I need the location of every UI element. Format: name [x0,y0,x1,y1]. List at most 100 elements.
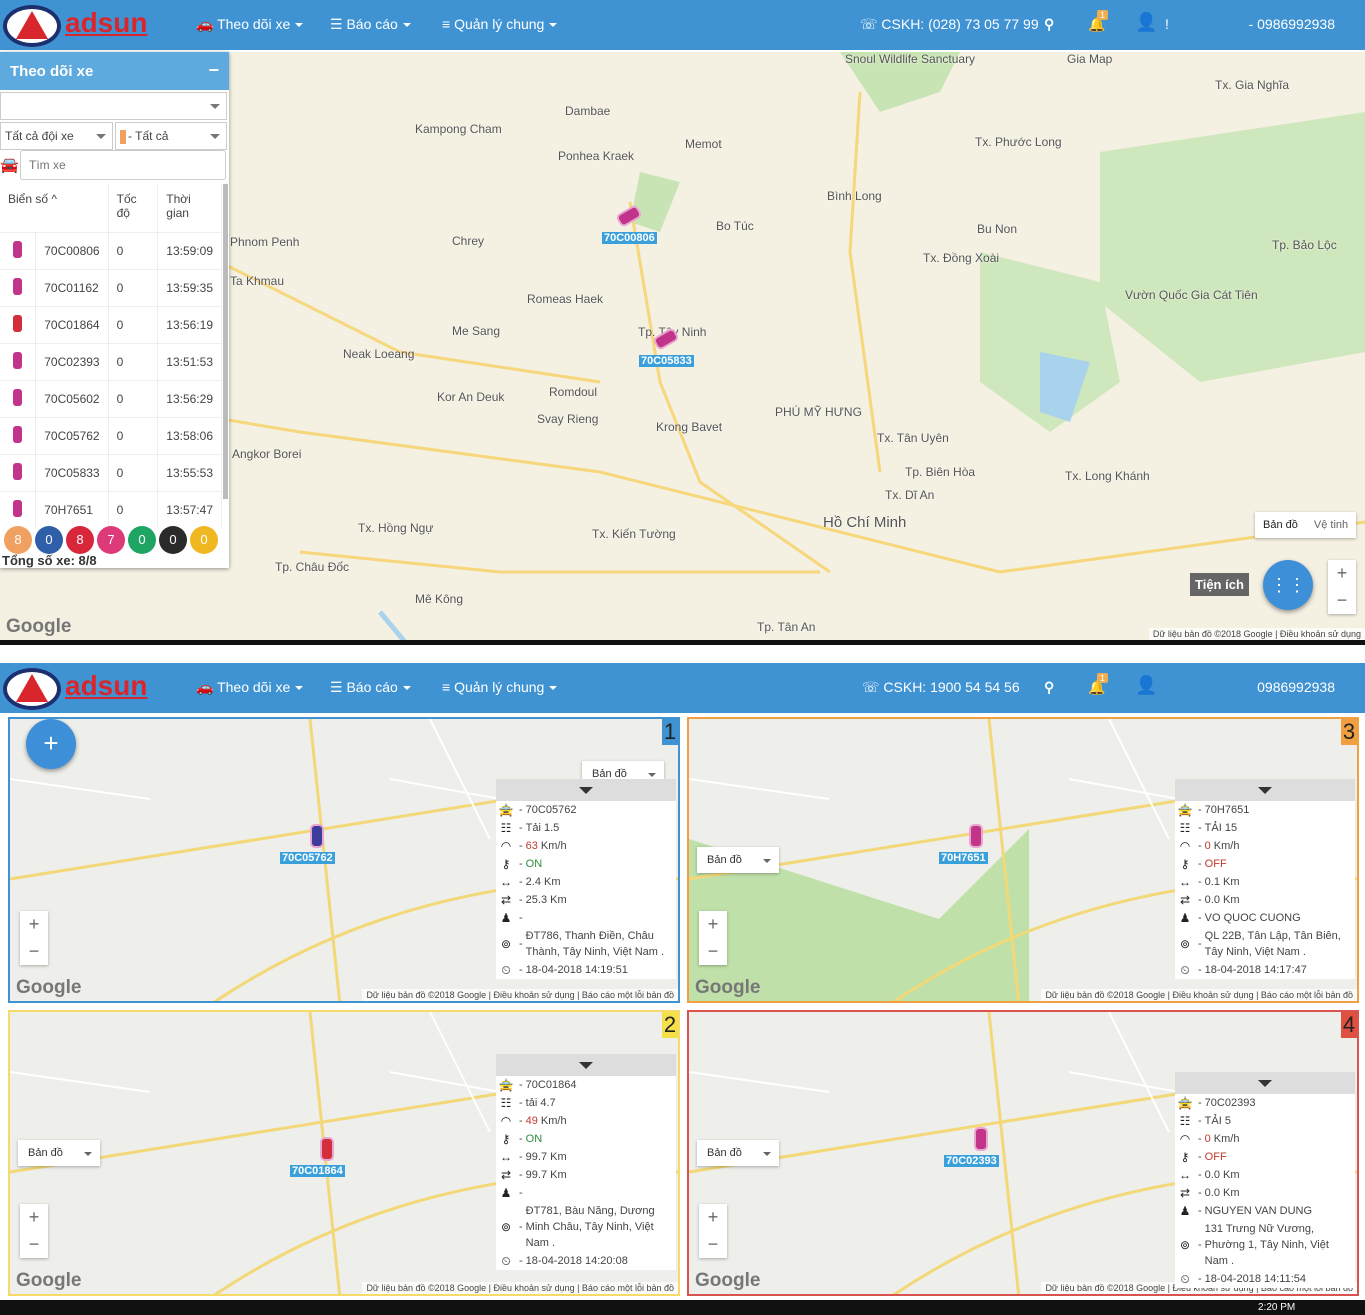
table-row[interactable]: 70C05833 0 13:55:53 [0,453,222,491]
hotline[interactable]: ☏ CSKH: 1900 54 54 56 [862,679,1020,696]
chevron-down-icon [763,859,771,863]
map-quadrant-3[interactable]: 3 70H7651 Bản đồ + − Google Dữ liệu bản đồ ©20… [687,717,1359,1003]
map-type-select[interactable]: Bản đồ [697,1140,779,1166]
map-attribution[interactable]: Dữ liệu bản đồ ©2018 Google | Điều khoản… [362,1282,678,1294]
zoom-in-button[interactable]: + [28,914,40,934]
zoom-in-button[interactable]: + [28,1207,40,1227]
table-row[interactable]: 70C00806 0 13:59:09 [0,231,222,269]
menu-tracking[interactable]: 🚗 Theo dõi xe [196,16,304,33]
vehicle-label[interactable]: 70C01864 [290,1165,345,1177]
menu-reports[interactable]: ☰ Báo cáo [330,16,411,33]
vehicle-label[interactable]: 70C05833 [639,355,694,367]
menu-reports[interactable]: ☰ Báo cáo [330,679,411,696]
map-quadrant-2[interactable]: 2 70C01864 Bản đồ + − Google Dữ liệu bản đồ ©2… [8,1010,680,1296]
info-row-time: ⏲ -18-04-2018 14:20:08 [496,1252,676,1270]
adsun-logo[interactable]: adsun [3,668,153,710]
menu-label: Theo dõi xe [217,16,291,32]
table-row[interactable]: 70C01162 0 13:59:35 [0,268,222,306]
table-row[interactable]: 70C01864 0 13:56:19 [0,305,222,343]
info-row-driver: ♟ - VO QUOC CUONG [1175,909,1355,927]
zoom-in-button[interactable]: + [1336,563,1348,583]
fleet-select[interactable]: Tất cả đội xe [0,122,113,150]
map-place-label: Krong Bavet [656,420,723,434]
sort-by-time[interactable]: Thời gian [157,184,222,232]
map-quadrant-1[interactable]: 1 70C05762 Bản đồ + − Google Dữ liệu bản đồ ©2… [8,717,680,1003]
company-select[interactable] [0,92,227,120]
search-icon[interactable]: ⚲ [1044,16,1055,32]
search-icon[interactable]: ⚲ [1044,679,1055,695]
map-type-select[interactable]: Bản đồ [18,1140,100,1166]
nav_bottom-navbar: adsun 🚗 Theo dõi xe ☰ Báo cáo ≡ Quản lý chu… [0,663,1365,713]
map-place-label: Bo Túc [716,219,754,233]
info-row-driver: ♟ - [496,1184,676,1202]
satellite-button[interactable]: Vệ tinh [1313,519,1349,531]
zoom-out-button[interactable]: − [1336,590,1348,610]
table-row[interactable]: 70C05762 0 13:58:06 [0,416,222,454]
map-attribution[interactable]: Dữ liệu bản đồ ©2018 Google | Điều khoản… [1148,628,1365,640]
info-address: ĐT781, Bàu Năng, Dương Minh Châu, Tây Ni… [525,1205,655,1249]
vehicle-label[interactable]: 70C05762 [280,852,335,864]
info-dist: 99.7 Km [525,1151,567,1163]
collapse-info-button[interactable] [496,1054,676,1076]
menu-management[interactable]: ≡ Quản lý chung [442,679,558,695]
zoom-out-button[interactable]: − [707,1234,719,1254]
zoom-in-button[interactable]: + [707,1207,719,1227]
map-place-label: Gia Map [1067,52,1113,66]
vehicle-label[interactable]: 70H7651 [939,852,988,864]
notification-bell[interactable]: 🔔 1 [1088,673,1109,696]
info-address: 131 Trưng Nữ Vương, Phường 1, Tây Ninh, … [1204,1223,1329,1267]
zoom-out-button[interactable]: − [707,941,719,961]
map-attribution[interactable]: Dữ liệu bản đồ ©2018 Google | Điều khoản… [362,989,678,1001]
map-place-label: Neak Loeang [343,347,415,361]
status-count-badge[interactable]: 7 [97,526,125,554]
map-attribution[interactable]: Dữ liệu bản đồ ©2018 Google | Điều khoản… [1041,989,1357,1001]
add-map-button[interactable]: + [26,719,76,769]
avatar[interactable]: 👤 [1135,12,1158,32]
sort-by-speed[interactable]: Tốc độ [108,184,159,232]
collapse-info-button[interactable] [1175,779,1355,801]
map-place-label: Tp. Biên Hòa [905,465,976,479]
grid-menu-button[interactable]: ⋮⋮ [1263,560,1313,610]
vehicle-marker[interactable] [969,824,983,848]
dash: - [519,858,523,870]
user-phone[interactable]: - 0986992938 [1248,16,1335,32]
hotline[interactable]: ☏ CSKH: (028) 73 05 77 99 [860,16,1039,33]
table-row[interactable]: 70C05602 0 13:56:29 [0,379,222,417]
status-count-badge[interactable]: 0 [35,526,63,554]
minimize-button[interactable]: − [208,60,219,80]
user-phone[interactable]: 0986992938 [1257,679,1335,695]
status-count-badge[interactable]: 0 [159,526,187,554]
zoom-out-button[interactable]: − [28,1234,40,1254]
table-row[interactable]: 70H7651 0 13:57:47 [0,490,222,528]
vehicle-label[interactable]: 70C00806 [602,232,657,244]
sort-by-plate[interactable]: Biển số ^ [0,184,109,232]
status-count-badge[interactable]: 8 [4,526,32,554]
vehicle-search-input[interactable] [20,150,226,180]
menu-management[interactable]: ≡ Quản lý chung [442,16,558,32]
adsun-logo[interactable]: adsun [3,5,153,47]
scrollbar[interactable] [223,184,228,499]
map-button[interactable]: Bản đồ [1263,519,1298,531]
info-row-ignition: ⚷ - OFF [1175,1148,1355,1166]
map-quadrant-4[interactable]: 4 70C02393 Bản đồ + − Google Dữ liệu bản đồ ©2… [687,1010,1359,1296]
collapse-info-button[interactable] [496,779,676,801]
zoom-in-button[interactable]: + [707,914,719,934]
info-row-speed: ◠ -49 Km/h [496,1112,676,1130]
zoom-out-button[interactable]: − [28,941,40,961]
notification-bell[interactable]: 🔔 1 [1088,10,1109,33]
map-type-select[interactable]: Bản đồ [697,847,779,873]
vehicle-label[interactable]: 70C02393 [944,1155,999,1167]
taskbar-clock[interactable]: 2:20 PM [1258,1302,1296,1313]
vehicle-marker[interactable] [974,1127,988,1151]
vehicle-marker[interactable] [320,1137,334,1161]
menu-tracking[interactable]: 🚗 Theo dõi xe [196,679,304,696]
status-count-badge[interactable]: 0 [128,526,156,554]
vehicle-marker[interactable] [310,824,324,848]
avatar[interactable]: 👤 [1135,675,1158,695]
status-count-badge[interactable]: 0 [190,526,218,554]
status-count-badge[interactable]: 8 [66,526,94,554]
collapse-info-button[interactable] [1175,1072,1355,1094]
utility-button[interactable]: Tiện ích [1190,573,1249,596]
status-select[interactable]: - Tất cả [115,122,227,150]
table-row[interactable]: 70C02393 0 13:51:53 [0,342,222,380]
